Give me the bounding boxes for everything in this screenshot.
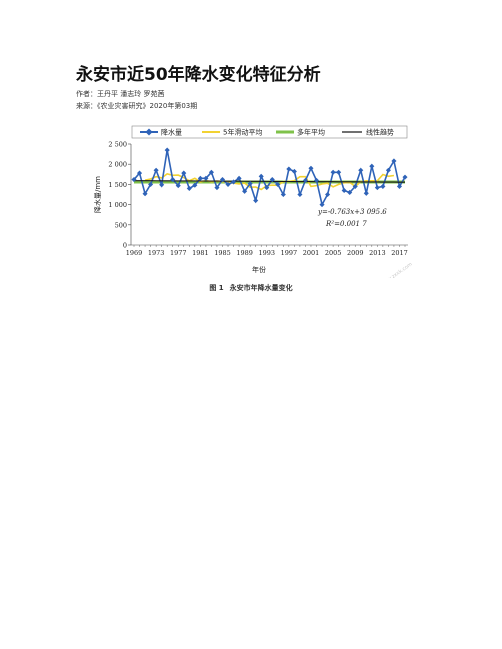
precip-point	[325, 191, 331, 198]
series-trend-line	[133, 180, 405, 183]
watermark: www.zxxk.com	[380, 261, 414, 278]
y-tick-label: 500	[115, 221, 127, 229]
x-tick-label: 1993	[258, 249, 275, 257]
source-line: 来源：《农业灾害研究》2020年第03期	[76, 101, 197, 111]
x-tick-label: 2009	[347, 249, 364, 257]
x-tick-label: 1969	[126, 249, 143, 257]
precip-point	[131, 177, 137, 183]
legend-moving-avg-label: 5年滑动平均	[223, 128, 262, 137]
precipitation-figure: 降水量 5年滑动平均 多年平均 线性趋势 0 500 1 000 1 500 2 000…	[90, 118, 420, 298]
precip-point	[286, 166, 292, 172]
y-tick-label: 0	[123, 242, 127, 250]
legend-trend-label: 线性趋势	[366, 128, 394, 137]
legend-precip: 降水量	[140, 128, 182, 137]
page-title: 永安市近50年降水变化特征分析	[76, 65, 321, 85]
precip-point	[192, 182, 198, 188]
x-tick-label: 1973	[148, 249, 165, 257]
precip-point	[231, 179, 237, 185]
legend-moving-avg: 5年滑动平均	[202, 128, 262, 137]
y-axis-title: 降水量/mm	[93, 176, 102, 213]
precip-point	[374, 185, 380, 191]
legend-precip-marker	[145, 128, 153, 136]
precip-point	[336, 169, 342, 175]
x-axis-title: 年份	[252, 265, 266, 274]
precip-point	[181, 170, 187, 176]
plot-area	[131, 144, 408, 245]
precipitation-chart: 降水量 5年滑动平均 多年平均 线性趋势 0 500 1 000 1 500 2 000…	[93, 125, 414, 278]
y-tick-label: 2 500	[108, 141, 127, 149]
precip-point	[208, 169, 214, 175]
legend-frame	[131, 125, 408, 139]
x-tick-label: 1989	[236, 249, 253, 257]
x-tick-label: 1985	[214, 249, 231, 257]
legend-multi-year-avg: 多年平均	[276, 128, 325, 137]
authors-line: 作者：王丹平 潘志玲 罗苑茜	[76, 89, 164, 99]
x-tick-label: 1977	[170, 249, 187, 257]
x-tick-label: 2005	[325, 249, 342, 257]
precip-point	[148, 181, 154, 187]
y-tick-label: 2 000	[108, 161, 127, 169]
figure-caption: 图 1 永安市年降水量变化	[0, 283, 502, 293]
precip-point	[219, 177, 226, 183]
series-layer	[131, 147, 408, 208]
x-tick-label: 2013	[369, 249, 386, 257]
trend-r2: R²=0.001 7	[325, 220, 367, 228]
caption-text: 永安市年降水量变化	[229, 284, 293, 292]
y-tick-label: 1 500	[108, 181, 127, 189]
y-tick-label: 1 000	[108, 201, 127, 209]
precip-point	[302, 177, 308, 183]
trend-equation: y=-0.763x+3 095.6	[317, 208, 387, 216]
chart-legend: 降水量 5年滑动平均 多年平均 线性趋势	[131, 125, 408, 139]
x-tick-label: 2017	[391, 249, 408, 257]
precip-point	[313, 177, 320, 183]
caption-number: 图 1	[209, 284, 224, 292]
y-axis: 0 500 1 000 1 500 2 000 2 500	[108, 141, 132, 250]
series-precip-line	[133, 149, 406, 207]
precip-point	[358, 167, 364, 173]
source-value: 《农业灾害研究》2020年第03期	[97, 102, 198, 110]
precip-point	[253, 198, 259, 204]
precip-point	[380, 183, 386, 189]
x-tick-label: 1997	[281, 249, 298, 257]
legend-multi-year-avg-label: 多年平均	[297, 128, 325, 137]
precip-point	[159, 182, 165, 188]
legend-trend: 线性趋势	[342, 128, 394, 137]
x-tick-label: 2001	[303, 249, 320, 257]
x-tick-label: 1981	[192, 249, 209, 257]
precip-point	[214, 185, 220, 191]
precip-point	[186, 185, 192, 191]
source-label: 来源：	[76, 102, 97, 110]
x-axis: 1969 1973 1977 1981 1985 1989 1993 1997 2001 2005…	[126, 244, 408, 257]
precip-point	[319, 202, 325, 208]
precip-point	[352, 183, 358, 189]
precip-point	[341, 187, 347, 194]
authors-label: 作者：	[76, 90, 97, 98]
authors-value: 王丹平 潘志玲 罗苑茜	[97, 90, 165, 98]
precip-point	[242, 188, 248, 194]
legend-precip-label: 降水量	[161, 128, 182, 137]
